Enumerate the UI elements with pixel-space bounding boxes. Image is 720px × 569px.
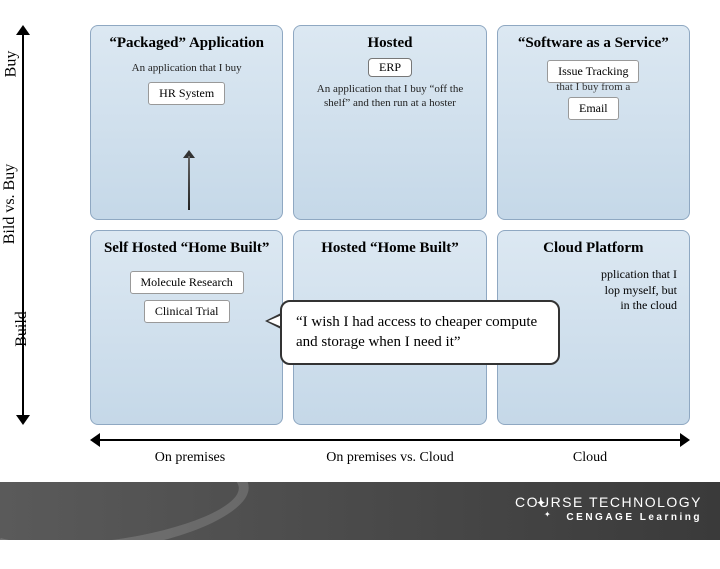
cell-header: “Software as a Service”	[518, 34, 669, 52]
cell-saas: “Software as a Service” Issue Tracking t…	[497, 25, 690, 220]
sub-clinical: Clinical Trial	[144, 300, 230, 323]
cell-self-hosted: Self Hosted “Home Built” Molecule Resear…	[90, 230, 283, 425]
xlabel-right: Cloud	[490, 450, 690, 466]
xlabel-mid: On premises vs. Cloud	[290, 450, 490, 466]
horizontal-axis	[90, 430, 690, 450]
desc-line: in the cloud	[601, 298, 677, 314]
arrow-right-icon	[680, 433, 690, 447]
cell-desc-partial: that I buy from a	[556, 81, 630, 95]
desc-line: lop myself, but	[601, 283, 677, 299]
sub-issue-tracking: Issue Tracking	[547, 60, 639, 83]
desc-line: pplication that I	[601, 267, 677, 283]
footer-bar: ✦ ✦ COURSE TECHNOLOGY CENGAGE Learning	[0, 482, 720, 540]
brand-name: COURSE TECHNOLOGY	[515, 494, 702, 510]
cell-header: Hosted “Home Built”	[321, 239, 459, 257]
sub-erp: ERP	[368, 58, 412, 77]
speech-callout: “I wish I had access to cheaper compute …	[280, 300, 560, 365]
brand-sub: CENGAGE Learning	[515, 512, 702, 523]
cell-header: “Packaged” Application	[109, 34, 264, 52]
cell-hosted: Hosted ERP An application that I buy “of…	[293, 25, 486, 220]
cell-desc-partial: pplication that I lop myself, but in the…	[601, 267, 679, 314]
vlabel-build: Build	[13, 311, 31, 347]
connector-arrow	[186, 150, 192, 210]
vaxis-line	[22, 33, 24, 417]
arrow-down-icon	[16, 415, 30, 425]
vlabel-mid: Bild vs. Buy	[1, 164, 19, 244]
cell-desc: An application that I buy	[132, 62, 242, 76]
arrow-stem	[188, 156, 190, 210]
sub-hr-system: HR System	[148, 82, 225, 105]
cell-desc: An application that I buy “off the shelf…	[304, 83, 475, 111]
cell-header: Cloud Platform	[543, 239, 643, 257]
sub-molecule: Molecule Research	[130, 271, 244, 294]
sub-email: Email	[568, 97, 619, 120]
haxis-line	[98, 439, 682, 441]
cell-header: Self Hosted “Home Built”	[104, 239, 269, 257]
cell-header: Hosted	[367, 34, 412, 52]
footer-logo: COURSE TECHNOLOGY CENGAGE Learning	[515, 494, 702, 523]
vlabel-buy: Buy	[2, 51, 20, 78]
matrix-grid: “Packaged” Application An application th…	[90, 25, 690, 425]
